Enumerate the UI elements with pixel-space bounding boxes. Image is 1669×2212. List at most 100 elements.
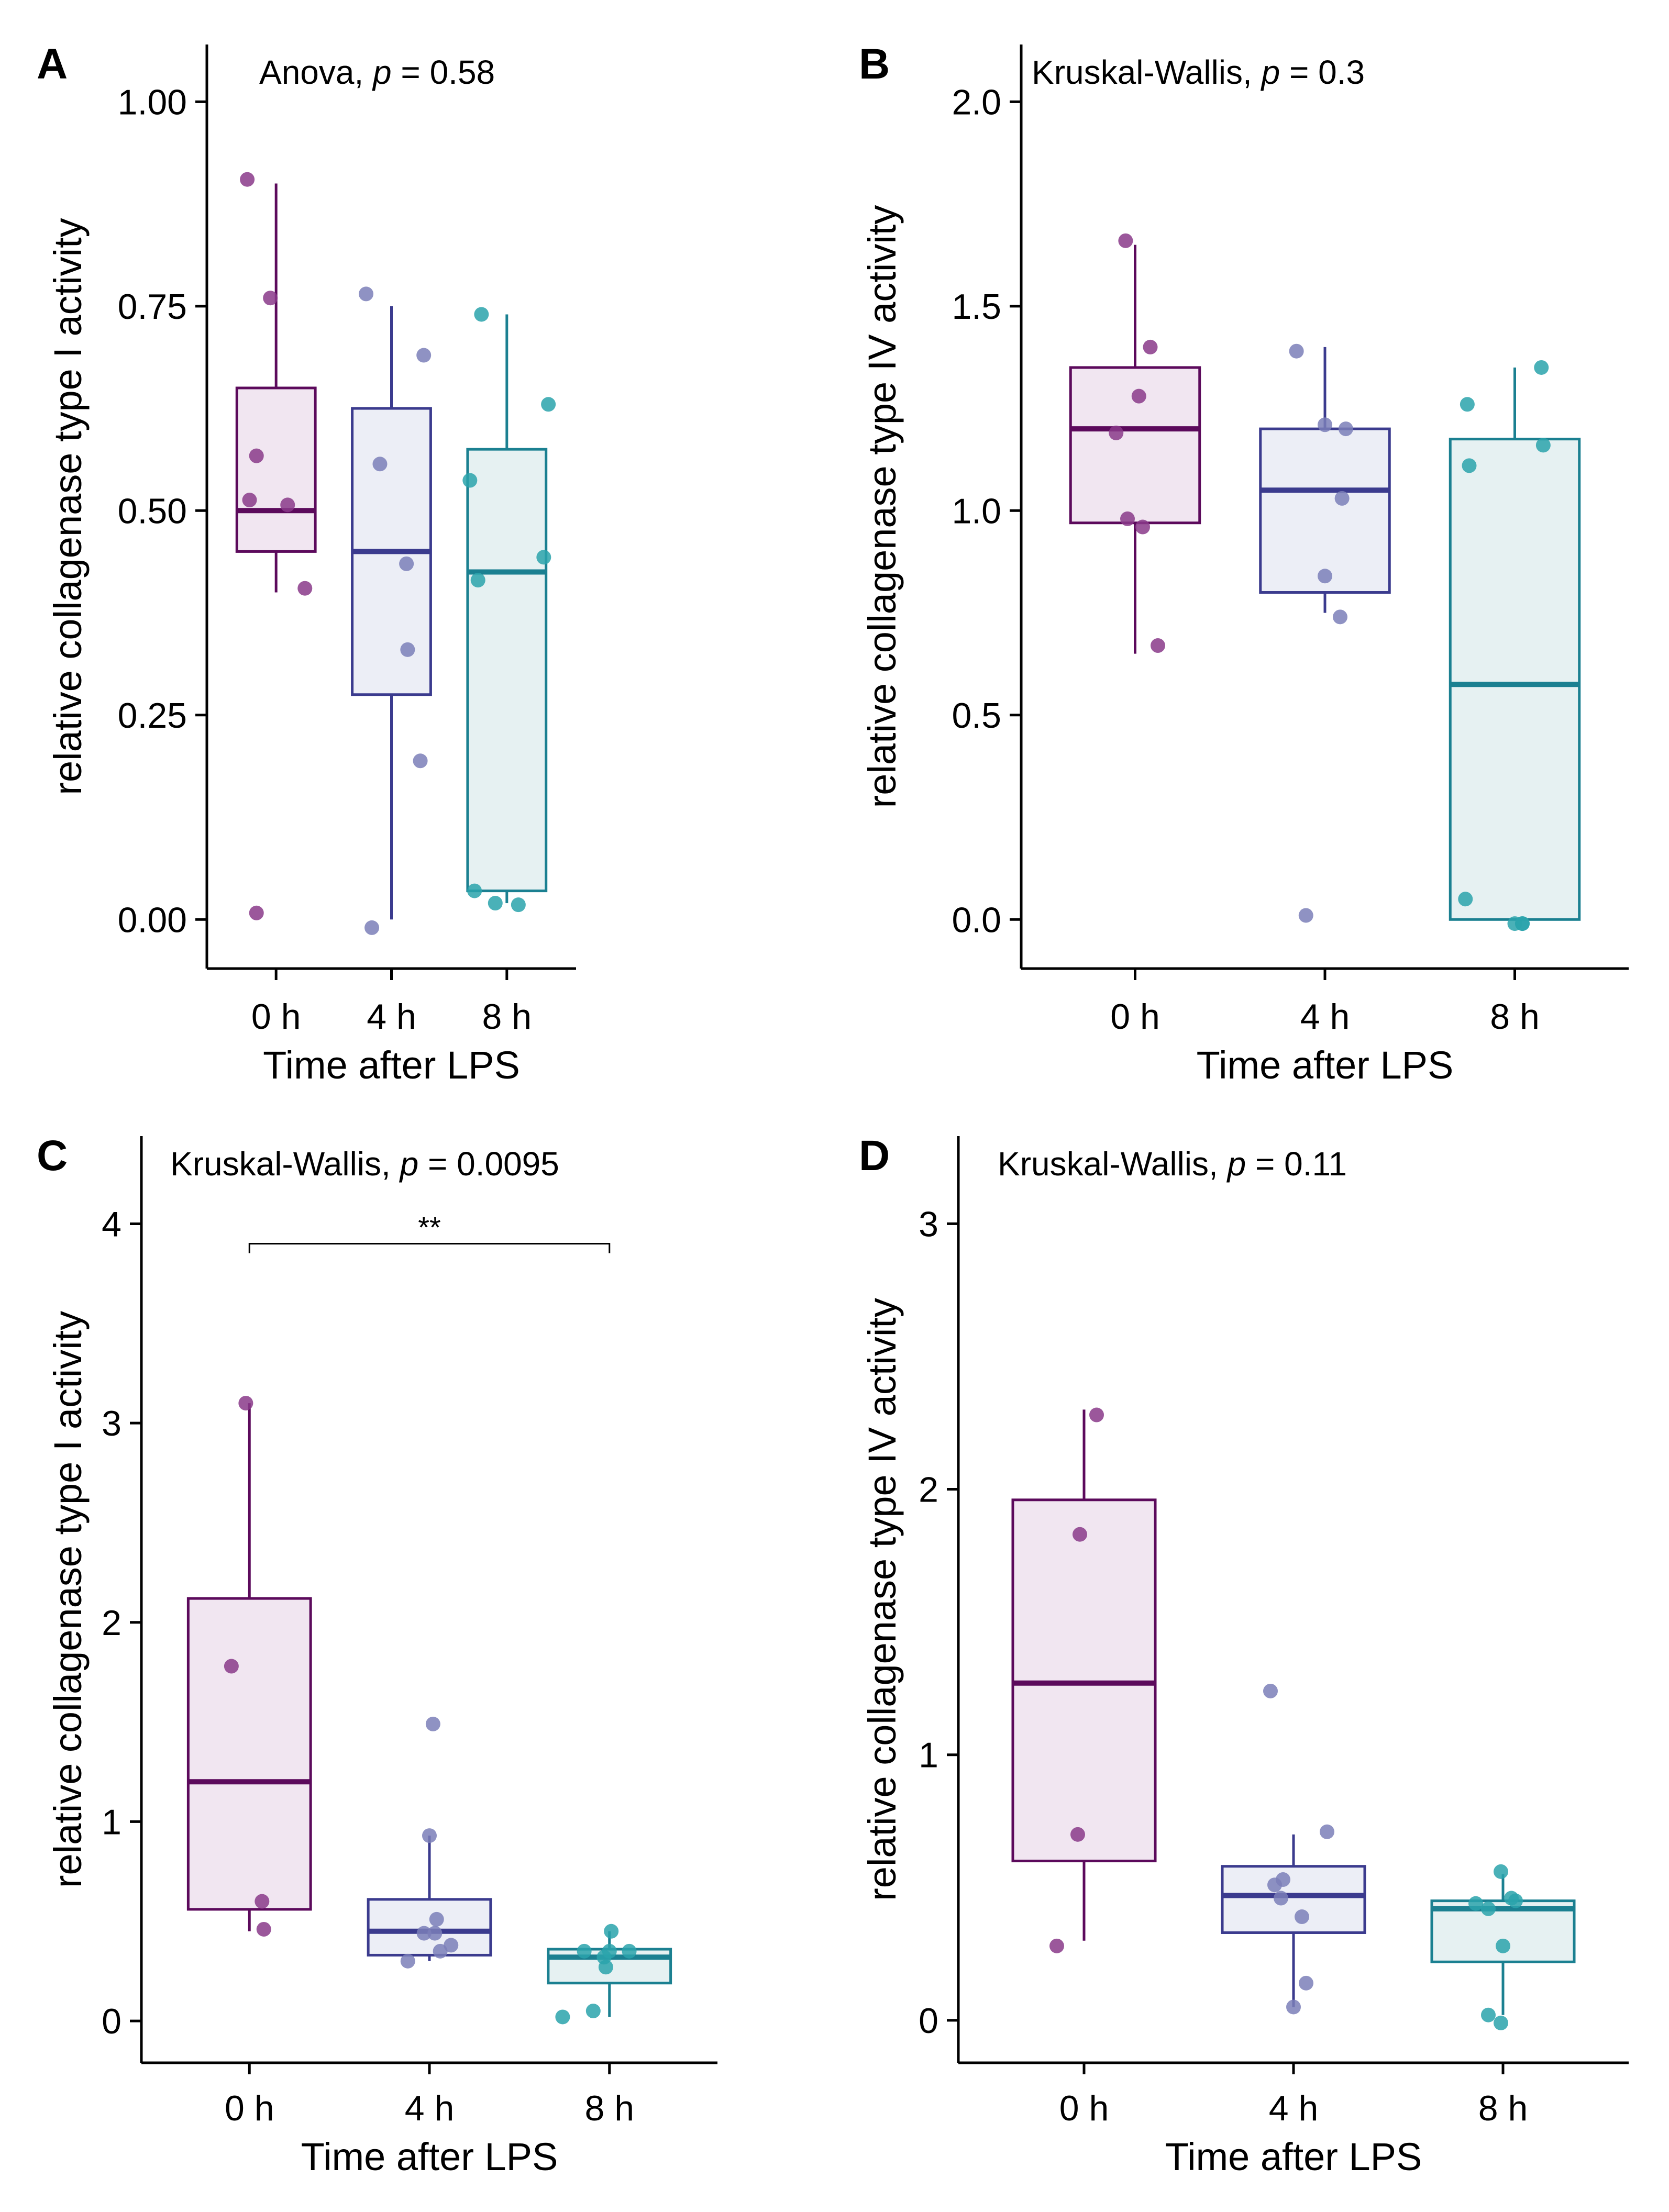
y-tick-label: 0.75 xyxy=(118,287,187,327)
y-tick-label: 3 xyxy=(102,1404,121,1443)
data-point xyxy=(1334,491,1350,506)
data-point xyxy=(1494,2015,1508,2030)
significance-label: ** xyxy=(418,1211,441,1244)
p-symbol: p xyxy=(399,1145,419,1183)
data-point xyxy=(488,896,503,911)
data-point xyxy=(1299,1975,1313,1991)
data-point xyxy=(598,1960,613,1975)
data-point xyxy=(400,1953,415,1969)
data-point xyxy=(249,905,264,920)
p-symbol: p xyxy=(1261,53,1280,91)
data-point xyxy=(256,1921,271,1937)
box-iqr xyxy=(235,386,317,553)
test-name: Kruskal-Wallis, xyxy=(1032,53,1262,91)
data-point xyxy=(255,1894,270,1909)
data-point xyxy=(467,883,482,898)
y-tick-label: 0.00 xyxy=(118,900,187,940)
y-tick-label: 2 xyxy=(919,1470,938,1510)
x-tick-label: 0 h xyxy=(1110,997,1160,1037)
test-name: Anova, xyxy=(259,53,373,91)
x-tick-label: 0 h xyxy=(225,2088,274,2128)
data-point xyxy=(511,897,526,913)
x-axis-title: Time after LPS xyxy=(263,1043,520,1087)
x-axis-title: Time after LPS xyxy=(301,2135,558,2178)
data-point xyxy=(585,2004,601,2019)
data-point xyxy=(1298,908,1313,923)
data-point xyxy=(263,291,278,306)
data-point xyxy=(1274,1891,1288,1906)
test-annotation: Kruskal-Wallis, p = 0.11 xyxy=(998,1145,1347,1183)
data-point xyxy=(1135,519,1150,535)
panel-letter: D xyxy=(859,1132,890,1180)
data-point xyxy=(427,1926,443,1941)
data-point xyxy=(555,2009,570,2025)
data-point xyxy=(224,1659,239,1674)
data-point xyxy=(400,642,415,657)
data-point xyxy=(364,920,380,935)
data-point xyxy=(1468,1896,1483,1911)
panel-d: D 0 1 2 3 0 h 4 h 8 h Time after LPS relative col… xyxy=(859,1132,1629,2178)
x-tick-label: 0 h xyxy=(1059,2088,1109,2128)
y-tick-label: 0.5 xyxy=(952,696,1001,736)
panel-letter: A xyxy=(37,40,68,88)
data-point xyxy=(399,556,414,571)
y-axis-title: relative collagenase type I activity xyxy=(46,218,90,795)
data-point xyxy=(1089,1407,1104,1422)
data-point xyxy=(1496,1938,1510,1953)
data-point xyxy=(249,448,264,463)
significance-bracket xyxy=(248,1243,611,1253)
data-point xyxy=(1131,388,1146,404)
x-tick-label: 4 h xyxy=(1300,997,1350,1037)
data-point xyxy=(1295,1909,1309,1925)
data-point xyxy=(1073,1527,1087,1542)
data-point xyxy=(1318,417,1332,432)
p-value: = 0.3 xyxy=(1280,53,1365,91)
data-point xyxy=(1508,1893,1523,1908)
data-point xyxy=(470,573,485,588)
data-point xyxy=(1494,1864,1508,1879)
y-tick-label: 2 xyxy=(102,1603,121,1643)
box-iqr xyxy=(1259,427,1391,594)
data-point xyxy=(1143,339,1158,354)
data-point xyxy=(416,348,432,363)
x-tick-label: 8 h xyxy=(1478,2088,1528,2128)
data-point xyxy=(541,397,556,412)
test-annotation: Anova, p = 0.58 xyxy=(259,53,495,91)
data-point xyxy=(474,307,489,322)
test-name: Kruskal-Wallis, xyxy=(170,1145,400,1183)
data-point xyxy=(1458,892,1473,907)
data-point xyxy=(1289,343,1304,359)
data-point xyxy=(1320,1824,1334,1839)
panel-a: A 0.00 0.25 0.50 0.75 1.00 0 h 4 h 8 h Time after… xyxy=(37,40,576,1087)
p-symbol: p xyxy=(1226,1145,1246,1183)
p-value: = 0.0095 xyxy=(418,1145,559,1183)
data-point xyxy=(1338,421,1353,437)
y-tick-label: 1 xyxy=(102,1802,121,1842)
test-annotation: Kruskal-Wallis, p = 0.0095 xyxy=(170,1145,559,1183)
data-point xyxy=(359,286,374,302)
data-point xyxy=(462,473,478,488)
x-tick-label: 0 h xyxy=(251,997,301,1037)
box-iqr xyxy=(1221,1865,1366,1934)
data-point xyxy=(372,457,388,472)
data-point xyxy=(1263,1683,1278,1698)
box-iqr xyxy=(1449,438,1581,921)
box-iqr xyxy=(186,1597,312,1911)
data-point xyxy=(242,493,257,508)
x-tick-label: 4 h xyxy=(405,2088,455,2128)
x-axis-title: Time after LPS xyxy=(1197,1043,1454,1087)
data-point xyxy=(1481,2007,1496,2022)
data-point xyxy=(577,1943,592,1959)
y-axis-title: relative collagenase type I activity xyxy=(46,1311,90,1888)
panel-letter: C xyxy=(37,1132,68,1180)
y-tick-label: 2.0 xyxy=(952,82,1001,122)
data-point xyxy=(1070,1827,1085,1842)
panel-letter: B xyxy=(859,40,890,88)
y-tick-label: 3 xyxy=(919,1204,938,1244)
data-point xyxy=(238,1396,253,1411)
y-tick-label: 0.50 xyxy=(118,491,187,531)
data-point xyxy=(1109,425,1124,440)
y-tick-label: 0.0 xyxy=(952,900,1001,940)
data-point xyxy=(416,1926,432,1941)
